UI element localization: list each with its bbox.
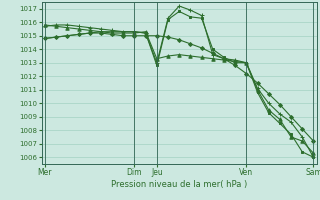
X-axis label: Pression niveau de la mer( hPa ): Pression niveau de la mer( hPa ) xyxy=(111,180,247,189)
